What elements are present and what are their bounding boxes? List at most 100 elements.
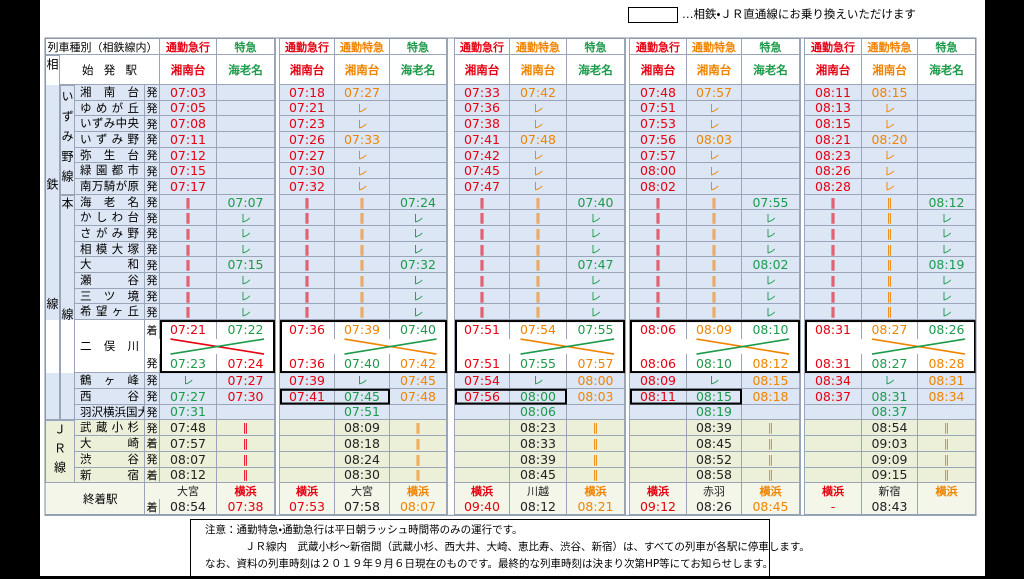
time-cell: レ	[687, 100, 742, 117]
time-cell: ‖	[160, 241, 217, 258]
time-cell: ‖	[390, 436, 447, 452]
time-cell: 09:15	[862, 467, 918, 484]
time-cell: レ	[335, 163, 390, 179]
stop-mark: 発	[145, 241, 160, 258]
time-cell	[217, 404, 275, 421]
station-name: ゆめが丘	[75, 100, 145, 117]
time-cell: ‖	[335, 273, 390, 289]
time-cell: 07:24	[390, 195, 447, 211]
time-cell	[390, 100, 447, 117]
time-cell: レ	[217, 226, 275, 242]
time-cell: 07:42	[510, 85, 567, 101]
line-label: いずみ野線	[60, 85, 75, 195]
time-cell: 07:39	[280, 373, 335, 389]
cross-line	[871, 338, 966, 355]
group-gap	[447, 38, 455, 516]
dest-name: 新宿	[862, 483, 918, 500]
time-cell: レ	[687, 373, 742, 389]
time-cell: 07:48	[630, 85, 687, 101]
time-cell: 08:18	[742, 389, 800, 405]
station-name: 新宿	[75, 467, 145, 484]
stop-mark: 着	[145, 436, 160, 452]
stop-mark: 発	[145, 257, 160, 274]
time-cell	[455, 467, 510, 484]
time-cell: 07:21	[160, 320, 217, 340]
time-cell: ‖	[335, 241, 390, 258]
time-cell: 07:32	[280, 179, 335, 195]
station-name: 相模大塚	[75, 241, 145, 258]
dest-time: 07:38	[217, 499, 275, 516]
station-name: 二俣川	[75, 320, 145, 374]
time-cell: ‖	[742, 467, 800, 484]
time-cell: 08:12	[160, 467, 217, 484]
time-cell: 08:26	[805, 163, 862, 179]
train-origin: 海老名	[567, 55, 625, 85]
train-origin: 湘南台	[510, 55, 567, 85]
time-cell: 07:33	[455, 85, 510, 101]
time-cell: レ	[862, 100, 918, 117]
dest-time: 08:26	[687, 499, 742, 516]
train-origin: 海老名	[390, 55, 447, 85]
time-cell: レ	[687, 179, 742, 195]
dest-time: 09:40	[455, 499, 510, 516]
time-cell	[630, 436, 687, 452]
dest-name: 横浜	[455, 483, 510, 500]
stop-mark: 発	[145, 373, 160, 389]
time-cell: ‖	[862, 288, 918, 305]
time-cell: ‖	[217, 420, 275, 437]
time-cell: 07:39	[335, 320, 390, 340]
time-cell: ‖	[630, 210, 687, 227]
time-cell: 07:18	[280, 85, 335, 101]
time-cell: 07:15	[160, 163, 217, 179]
time-cell: ‖	[510, 194, 567, 211]
time-cell: ‖	[805, 241, 862, 258]
time-cell: 07:11	[160, 132, 217, 148]
cross-line	[520, 338, 615, 355]
time-cell: 07:27	[217, 373, 275, 389]
time-cell: 07:48	[510, 132, 567, 148]
time-cell: ‖	[805, 226, 862, 242]
time-cell: ‖	[687, 241, 742, 258]
stop-mark: 発	[145, 288, 160, 305]
stop-mark: 着	[145, 467, 160, 484]
train-origin: 湘南台	[687, 55, 742, 85]
dest-name: 大宮	[335, 483, 390, 500]
dest-name: 横浜	[630, 483, 687, 500]
time-cell: 07:12	[160, 148, 217, 164]
time-cell: 08:00	[630, 163, 687, 179]
time-cell: ‖	[217, 451, 275, 468]
stop-mark: 発	[145, 273, 160, 289]
time-cell	[567, 163, 625, 179]
transfer-box	[805, 320, 976, 374]
timetable-page: …相鉄・ＪＲ直通線にお乗り換えいただけます 列車種別（相鉄線内） 始発駅 通勤急行 湘南…	[40, 0, 985, 579]
time-cell	[805, 420, 862, 437]
train-origin: 湘南台	[862, 55, 918, 85]
group-gap	[625, 38, 630, 516]
transfer-box	[280, 388, 390, 405]
transfer-box	[455, 388, 567, 405]
time-cell: ‖	[510, 288, 567, 305]
time-cell: 08:00	[567, 373, 625, 389]
note-line: 注意：通勤特急・通勤急行は平日朝ラッシュ時間帯のみの運行です。	[205, 524, 523, 536]
time-cell: 07:23	[280, 116, 335, 132]
time-cell: 08:37	[862, 404, 918, 421]
time-cell: 08:06	[510, 404, 567, 421]
station-name: いずみ中央	[75, 116, 145, 132]
time-cell	[217, 132, 275, 148]
stop-mark: 発	[145, 163, 160, 179]
time-cell: レ	[567, 210, 625, 227]
cross-line	[344, 338, 437, 355]
time-cell	[742, 147, 800, 164]
time-cell: ‖	[630, 273, 687, 289]
time-cell: ‖	[630, 257, 687, 274]
time-cell: レ	[510, 147, 567, 164]
time-cell: 07:54	[455, 373, 510, 389]
time-cell: 07:30	[217, 389, 275, 405]
time-cell: 07:57	[160, 436, 217, 452]
time-cell: ‖	[687, 273, 742, 289]
time-cell	[455, 420, 510, 437]
time-cell: ‖	[280, 226, 335, 242]
time-cell: ‖	[510, 210, 567, 227]
time-cell: 09:03	[862, 436, 918, 452]
time-cell	[455, 436, 510, 452]
